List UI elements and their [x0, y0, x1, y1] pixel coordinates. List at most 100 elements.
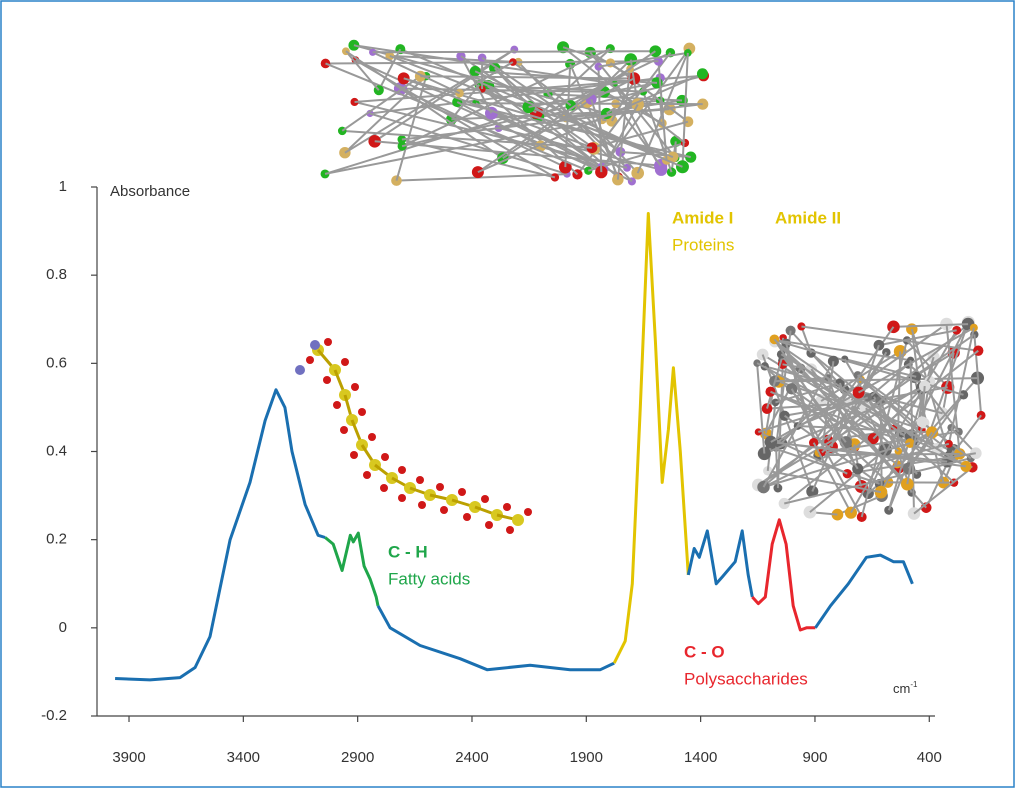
- bond: [878, 329, 957, 347]
- atom: [503, 503, 511, 511]
- bond: [459, 61, 514, 95]
- bond: [474, 70, 667, 161]
- bond: [325, 62, 589, 172]
- bond: [773, 338, 911, 362]
- atom: [911, 371, 922, 382]
- spectrum-line: [324, 531, 380, 607]
- x-axis-label: cm-1: [893, 680, 918, 696]
- bond: [325, 60, 659, 65]
- bond: [657, 61, 668, 161]
- atom: [416, 476, 424, 484]
- bond: [396, 173, 568, 182]
- bond: [947, 327, 975, 445]
- bond: [767, 469, 882, 494]
- bond: [909, 360, 916, 514]
- bond: [477, 50, 656, 173]
- molecule-illustrations: [295, 39, 986, 534]
- bond: [770, 390, 973, 469]
- y-tick-label: 1: [59, 178, 67, 195]
- bond: [599, 47, 691, 172]
- bond: [401, 104, 576, 148]
- bond: [389, 54, 519, 64]
- y-tick-label: -0.2: [41, 707, 67, 724]
- atom: [683, 49, 692, 57]
- bond: [936, 426, 952, 450]
- atom: [340, 426, 348, 434]
- atom: [295, 365, 305, 375]
- bond: [345, 50, 504, 159]
- x-tick-label: 900: [802, 749, 827, 766]
- atom: [586, 142, 598, 154]
- bond: [893, 323, 969, 328]
- atom: [512, 514, 524, 526]
- bond: [906, 385, 926, 485]
- bond: [801, 325, 979, 352]
- y-tick-label: 0.8: [46, 266, 67, 283]
- bond: [782, 337, 820, 456]
- spectrum-line: [376, 605, 615, 672]
- atom: [358, 408, 366, 416]
- bond: [401, 138, 556, 179]
- x-tick-label: 2900: [341, 749, 374, 766]
- bond: [574, 104, 639, 174]
- atom: [916, 416, 928, 428]
- bond: [773, 338, 964, 396]
- y-tick-label: 0.2: [46, 531, 67, 548]
- bond: [773, 338, 909, 485]
- atom: [761, 403, 773, 414]
- atom: [368, 433, 376, 441]
- atom: [458, 488, 466, 496]
- bond: [562, 46, 611, 64]
- spectrum-line: [115, 388, 326, 682]
- atom: [524, 508, 532, 516]
- x-tick-label: 1900: [570, 749, 603, 766]
- bond: [763, 387, 923, 455]
- atom: [380, 484, 388, 492]
- bond: [773, 338, 859, 470]
- bond: [512, 61, 572, 107]
- x-unit-superscript: -1: [910, 680, 918, 689]
- atom: [397, 135, 407, 144]
- atom: [333, 401, 341, 409]
- bond: [809, 448, 887, 513]
- bond: [770, 441, 967, 468]
- atom: [339, 147, 351, 159]
- spectrum-line: [612, 212, 690, 664]
- atom: [418, 501, 426, 509]
- bond: [908, 394, 965, 470]
- bond: [921, 386, 926, 422]
- bond: [756, 363, 766, 454]
- atom: [323, 376, 331, 384]
- bond: [784, 457, 972, 505]
- bond: [395, 75, 428, 181]
- bond: [403, 77, 595, 150]
- annotation-title: Amide I: [672, 208, 733, 227]
- atom: [786, 383, 798, 395]
- bond: [872, 387, 923, 440]
- atom: [381, 453, 389, 461]
- atom: [481, 495, 489, 503]
- bond: [762, 360, 835, 488]
- atom: [320, 58, 331, 69]
- atom: [324, 338, 332, 346]
- atom: [350, 451, 358, 459]
- annotation-text: Fatty acids: [388, 569, 470, 588]
- bond: [812, 442, 852, 514]
- x-tick-label: 400: [917, 749, 942, 766]
- bond: [591, 120, 689, 149]
- spectrum-line: [751, 518, 816, 632]
- x-tick-label: 3400: [227, 749, 260, 766]
- bond: [770, 391, 860, 443]
- annotation-title: Amide II: [775, 208, 841, 227]
- atom: [584, 166, 593, 175]
- annotation-title: C - H: [388, 542, 428, 561]
- bond: [341, 75, 421, 132]
- bond: [399, 48, 683, 168]
- bond: [372, 50, 656, 54]
- atom: [827, 355, 839, 367]
- atom: [952, 325, 962, 335]
- atom: [797, 322, 806, 331]
- bond: [800, 326, 813, 354]
- atom: [696, 68, 709, 80]
